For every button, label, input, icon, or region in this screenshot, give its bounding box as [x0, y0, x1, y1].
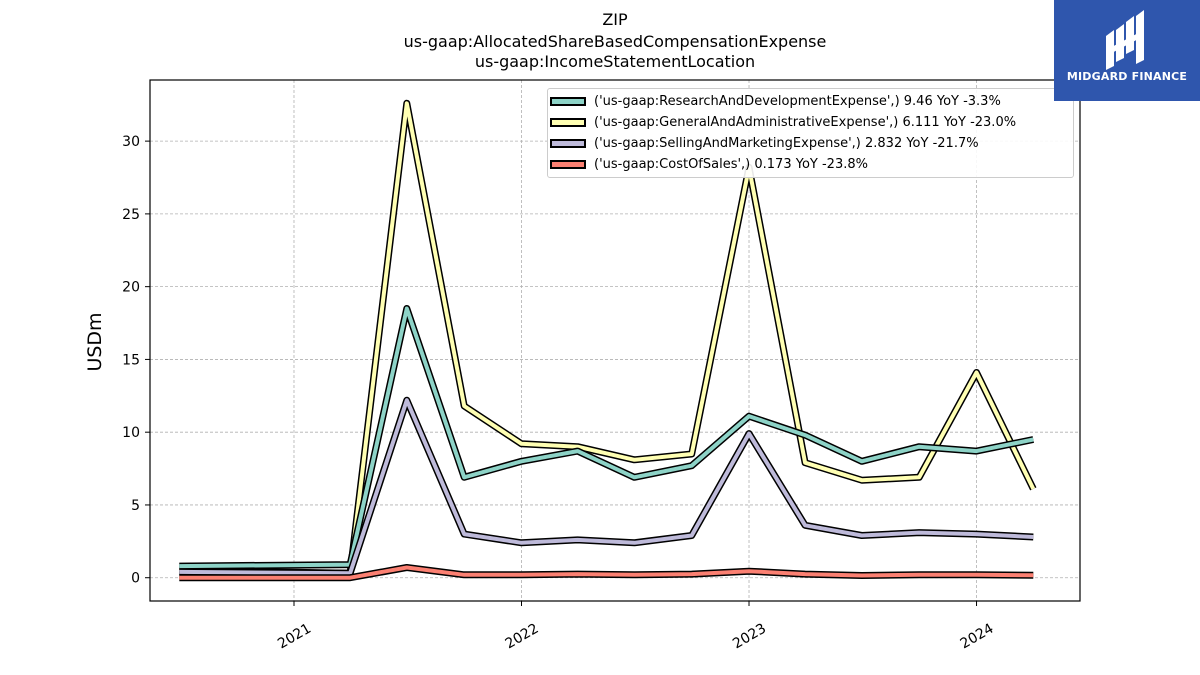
- x-tick-label: 2024: [958, 621, 997, 653]
- y-tick-label: 5: [131, 498, 140, 514]
- legend-label: ('us-gaap:GeneralAndAdministrativeExpens…: [594, 114, 1017, 130]
- y-tick-label: 15: [122, 352, 140, 368]
- legend-entry: ('us-gaap:ResearchAndDevelopmentExpense'…: [548, 91, 1001, 111]
- y-tick-label: 0: [131, 571, 140, 587]
- y-tick-label: 30: [122, 134, 140, 150]
- legend-swatch: [550, 159, 586, 169]
- series-line: [179, 101, 1036, 576]
- x-tick-label: 2022: [503, 621, 542, 653]
- legend-swatch: [550, 138, 586, 148]
- logo-text: MIDGARD FINANCE: [1066, 70, 1188, 83]
- legend-entry: ('us-gaap:SellingAndMarketingExpense',) …: [548, 133, 979, 153]
- midgard-finance-logo: MIDGARD FINANCE: [1054, 0, 1200, 101]
- plot-frame: [149, 79, 1081, 602]
- legend-label: ('us-gaap:ResearchAndDevelopmentExpense'…: [594, 93, 1001, 109]
- series-line: [179, 306, 1034, 569]
- series-line: [179, 565, 1034, 580]
- series-outline: [179, 305, 1035, 570]
- y-tick-label: 20: [122, 280, 140, 296]
- legend-swatch: [550, 96, 586, 106]
- legend-label: ('us-gaap:CostOfSales',) 0.173 YoY -23.8…: [594, 156, 868, 172]
- legend-label: ('us-gaap:SellingAndMarketingExpense',) …: [594, 135, 979, 151]
- chart-legend: ('us-gaap:ResearchAndDevelopmentExpense'…: [547, 88, 1074, 178]
- series-outline: [179, 396, 1034, 577]
- chart-title: ZIP: [602, 10, 628, 29]
- legend-swatch: [550, 117, 586, 127]
- series-line: [179, 398, 1034, 576]
- legend-entry: ('us-gaap:GeneralAndAdministrativeExpens…: [548, 112, 1016, 132]
- legend-entry: ('us-gaap:CostOfSales',) 0.173 YoY -23.8…: [548, 154, 868, 174]
- y-tick-label: 25: [122, 207, 140, 223]
- chart-subtitle-location: us-gaap:IncomeStatementLocation: [474, 52, 756, 71]
- x-tick-label: 2021: [275, 621, 314, 653]
- chart-subtitle-concept: us-gaap:AllocatedShareBasedCompensationE…: [403, 32, 827, 51]
- logo-mark-icon: [1106, 10, 1144, 70]
- y-axis-label: USDm: [84, 312, 106, 371]
- y-tick-label: 10: [122, 425, 140, 441]
- x-tick-label: 2023: [730, 621, 769, 653]
- series-layer: [179, 99, 1037, 582]
